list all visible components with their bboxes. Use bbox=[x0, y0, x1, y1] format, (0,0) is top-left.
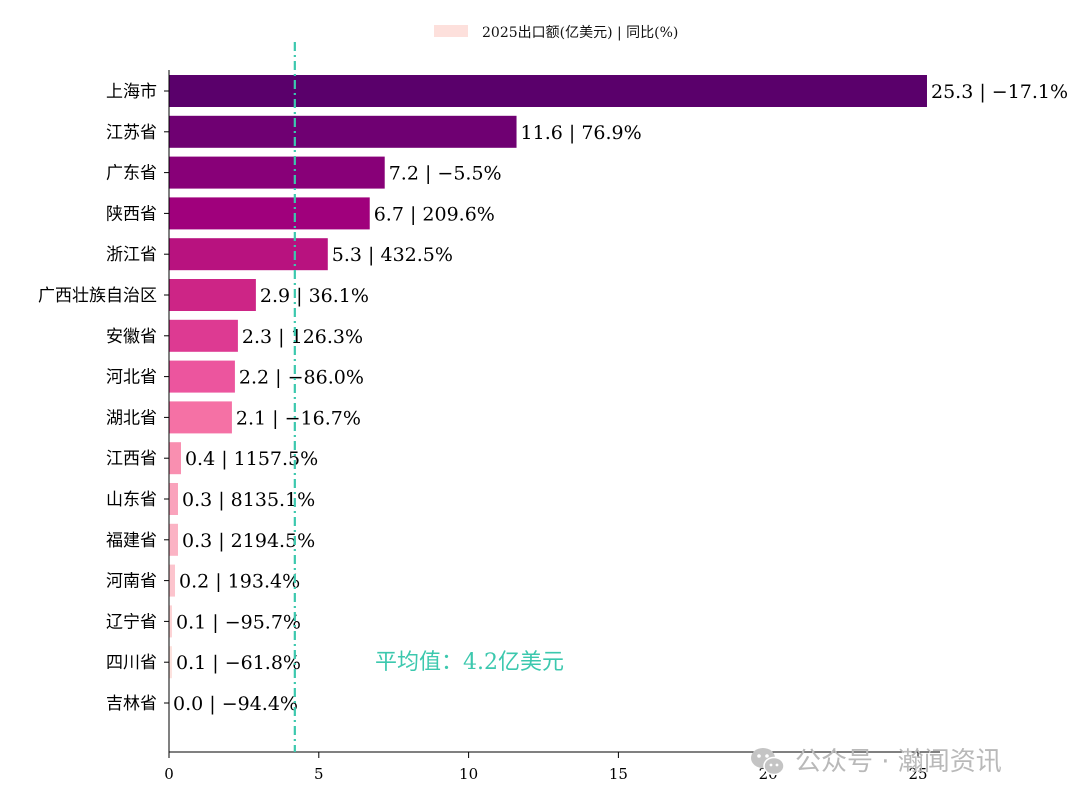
category-label: 广西壮族自治区 bbox=[38, 286, 157, 306]
category-label: 吉林省 bbox=[106, 694, 157, 714]
category-label: 江苏省 bbox=[106, 123, 157, 143]
bar-6 bbox=[169, 319, 238, 352]
category-label: 广东省 bbox=[106, 164, 157, 184]
x-tick-label: 10 bbox=[459, 765, 478, 783]
bar-7 bbox=[169, 360, 235, 393]
category-label: 江西省 bbox=[106, 449, 157, 469]
bar-5 bbox=[169, 279, 256, 311]
data-label: 2.2 | −86.0% bbox=[239, 367, 364, 389]
legend-label: 2025出口额(亿美元) | 同比(%) bbox=[482, 25, 678, 41]
category-label: 山东省 bbox=[106, 490, 157, 510]
data-label: 11.6 | 76.9% bbox=[521, 122, 642, 144]
x-tick-label: 0 bbox=[164, 765, 174, 783]
axes: 0 5 10 15 20 25 bbox=[164, 70, 940, 783]
data-label: 0.1 | −61.8% bbox=[176, 652, 301, 674]
legend: 2025出口额(亿美元) | 同比(%) bbox=[434, 25, 678, 41]
category-label: 湖北省 bbox=[106, 408, 157, 428]
category-label: 安徽省 bbox=[106, 327, 157, 347]
bar-12 bbox=[169, 564, 175, 597]
data-label: 2.9 | 36.1% bbox=[260, 285, 369, 307]
bar-13 bbox=[169, 605, 172, 638]
data-label: 5.3 | 432.5% bbox=[332, 244, 453, 266]
bar-2 bbox=[169, 156, 385, 189]
category-label: 河北省 bbox=[106, 368, 157, 388]
bar-10 bbox=[169, 483, 178, 515]
bar-1 bbox=[169, 115, 517, 148]
average-line-group: 平均值：4.2亿美元 bbox=[293, 42, 564, 752]
category-label: 浙江省 bbox=[106, 245, 157, 265]
category-label: 四川省 bbox=[106, 653, 157, 673]
data-label: 0.2 | 193.4% bbox=[179, 571, 300, 593]
wechat-icon bbox=[751, 748, 785, 776]
x-tick-label: 5 bbox=[314, 765, 324, 783]
category-label: 陕西省 bbox=[106, 204, 157, 224]
bar-4 bbox=[169, 238, 328, 271]
data-label: 25.3 | −17.1% bbox=[931, 81, 1068, 103]
data-label: 0.0 | −94.4% bbox=[173, 693, 298, 715]
data-label: 0.4 | 1157.5% bbox=[185, 448, 318, 470]
x-tick-label: 15 bbox=[609, 765, 628, 783]
average-label: 平均值：4.2亿美元 bbox=[375, 650, 564, 675]
data-label: 0.3 | 8135.1% bbox=[182, 489, 315, 511]
watermark: 公众号 · 瀚闻资讯 bbox=[751, 747, 1002, 777]
category-label: 辽宁省 bbox=[106, 612, 157, 632]
category-label: 福建省 bbox=[106, 531, 157, 551]
bar-11 bbox=[169, 523, 178, 556]
bar-14 bbox=[169, 646, 172, 679]
data-label: 2.1 | −16.7% bbox=[236, 407, 361, 429]
bar-9 bbox=[169, 442, 181, 475]
data-label: 2.3 | 126.3% bbox=[242, 326, 363, 348]
category-label: 河南省 bbox=[106, 572, 157, 592]
bar-8 bbox=[169, 401, 232, 434]
x-tick-label: 25 bbox=[908, 765, 927, 783]
data-label: 0.3 | 2194.5% bbox=[182, 530, 315, 552]
bar-3 bbox=[169, 197, 370, 230]
category-label: 上海市 bbox=[106, 82, 157, 102]
data-label: 7.2 | −5.5% bbox=[389, 163, 502, 185]
data-label: 6.7 | 209.6% bbox=[374, 203, 495, 225]
bars: 上海市 25.3 | −17.1% 江苏省 11.6 | 76.9% 广东省 7.2 | … bbox=[38, 75, 1068, 715]
watermark-text: 公众号 · 瀚闻资讯 bbox=[795, 747, 1002, 777]
bar-0 bbox=[169, 75, 927, 107]
data-label: 0.1 | −95.7% bbox=[176, 611, 301, 633]
legend-swatch bbox=[434, 25, 468, 37]
